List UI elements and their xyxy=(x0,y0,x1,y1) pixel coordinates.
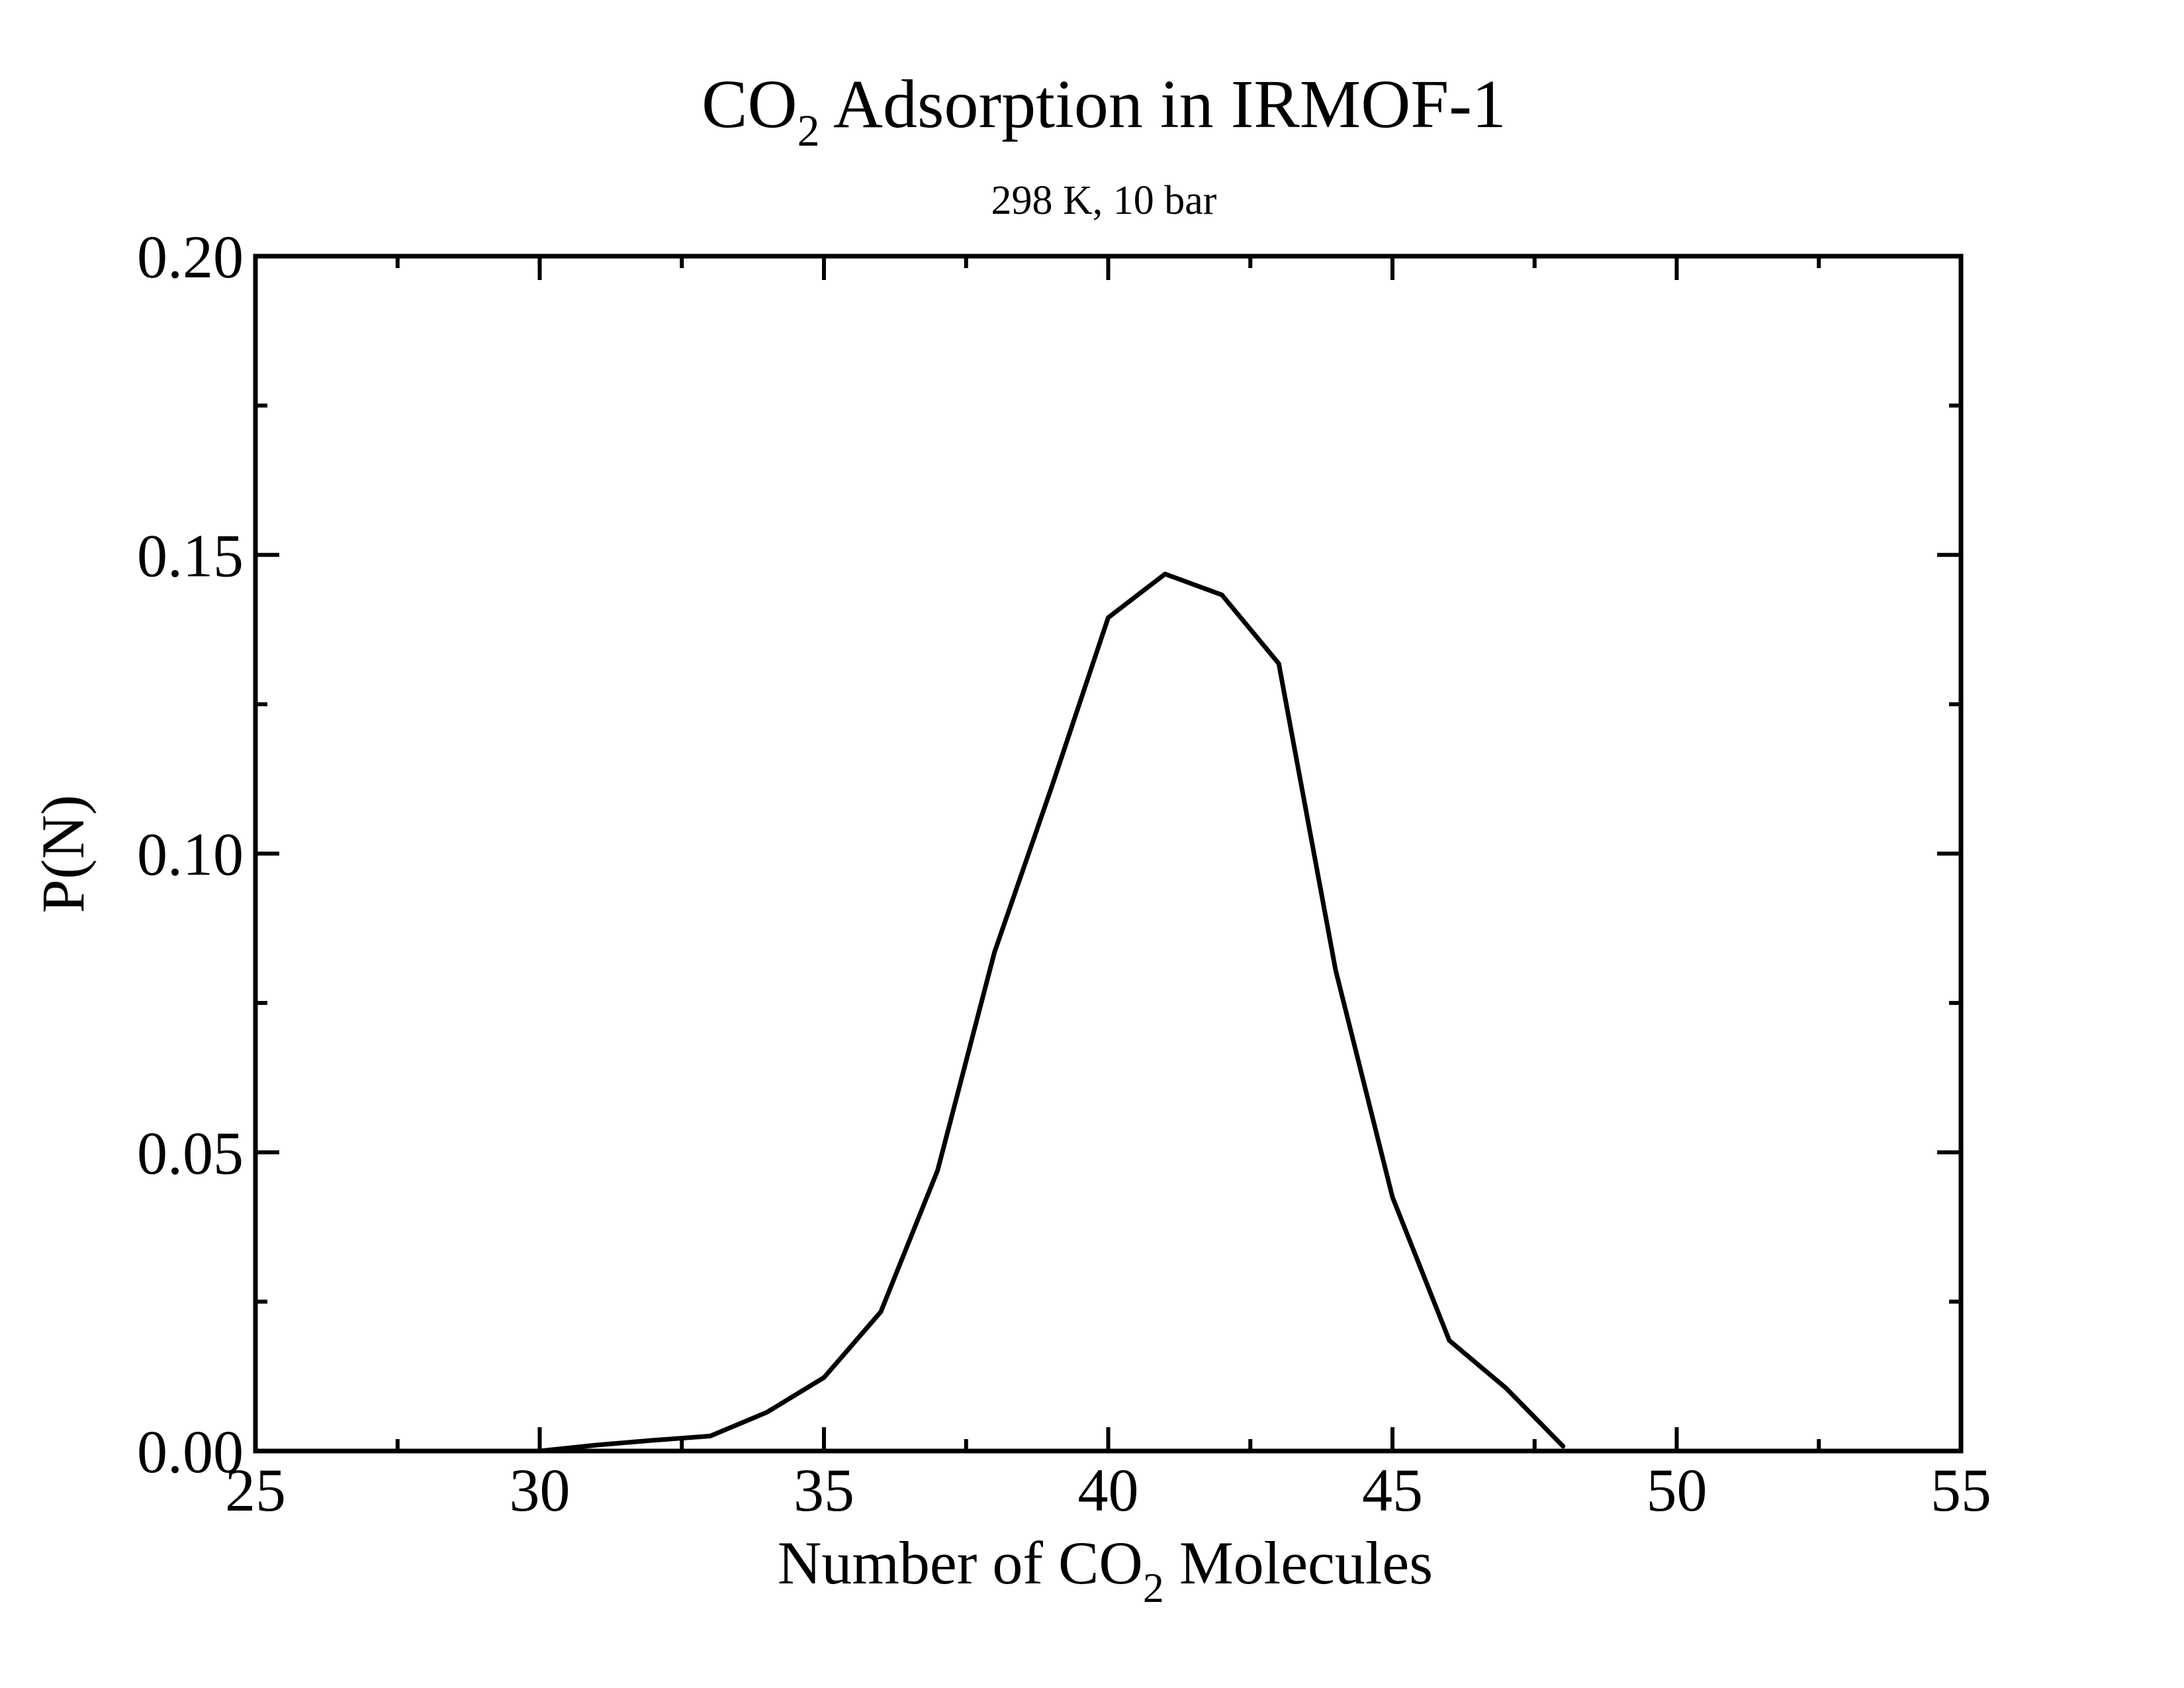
x-axis-label-rest: Molecules xyxy=(1164,1529,1433,1597)
x-tick-label: 55 xyxy=(1931,1456,1991,1524)
x-axis-label: Number of CO2 Molecules xyxy=(778,1529,1433,1611)
x-tick-label: 45 xyxy=(1362,1456,1423,1524)
y-tick-label: 0.10 xyxy=(137,821,244,888)
series-line xyxy=(537,571,1566,1454)
y-tick-label: 0.15 xyxy=(137,522,244,589)
chart-subtitle: 298 K, 10 bar xyxy=(991,178,1217,223)
chart-title-subscript: 2 xyxy=(797,105,820,156)
x-axis-label-main: Number of CO xyxy=(778,1529,1143,1597)
chart-title-main: CO xyxy=(702,66,797,142)
y-tick-label: 0.05 xyxy=(137,1119,244,1187)
y-axis-label: P(N) xyxy=(29,795,97,914)
x-tick-label: 30 xyxy=(510,1456,570,1524)
y-tick-label: 0.00 xyxy=(137,1418,244,1485)
y-tick-label: 0.20 xyxy=(137,223,244,291)
plot-layer: 25 30 35 40 45 50 55 0.00 0.05 0.10 0.15 0.20 xyxy=(137,223,1991,1524)
x-tick-label: 50 xyxy=(1647,1456,1707,1524)
x-tick-label: 25 xyxy=(225,1456,286,1524)
x-tick-label: 35 xyxy=(794,1456,854,1524)
chart-title-rest: Adsorption in IRMOF-1 xyxy=(820,66,1506,142)
x-tick-label: 40 xyxy=(1078,1456,1139,1524)
x-axis-label-subscript: 2 xyxy=(1143,1564,1164,1611)
chart-title: CO2 Adsorption in IRMOF-1 xyxy=(702,66,1506,156)
